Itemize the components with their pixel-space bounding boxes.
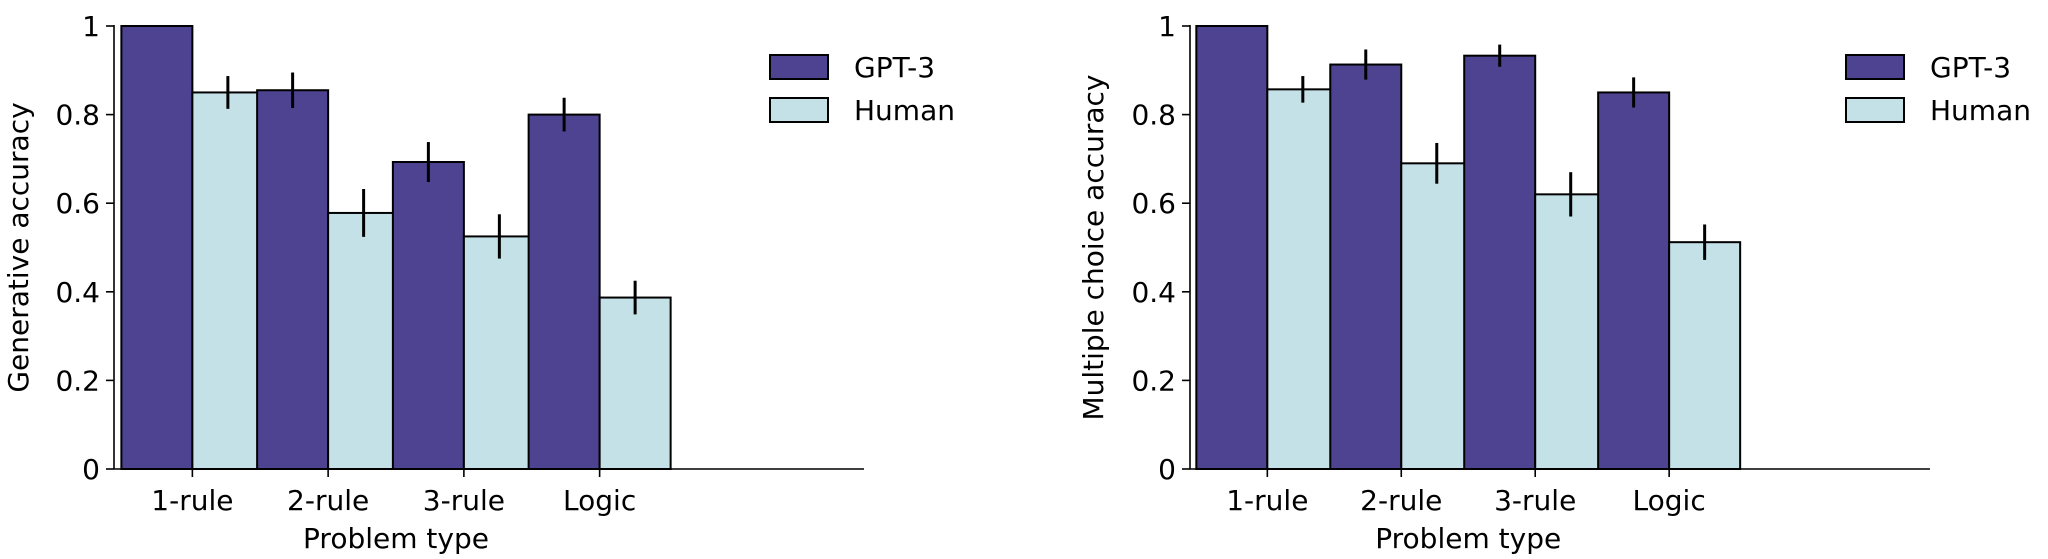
bar-human-3rule <box>1534 193 1608 470</box>
bar-human-logic <box>1668 241 1742 470</box>
y-tick-label: 1 <box>1158 10 1176 43</box>
x-tick-label: Logic <box>563 484 636 517</box>
y-tick-label: 0.8 <box>1131 99 1176 132</box>
x-tick-label: 1-rule <box>1226 484 1308 517</box>
x-axis-label: Problem type <box>303 522 489 555</box>
legend-label: Human <box>854 94 955 127</box>
bar-gpt3-1rule <box>120 25 194 470</box>
x-tick-label: Logic <box>1633 484 1706 517</box>
y-tick-label: 1 <box>82 10 100 43</box>
bar-gpt3-logic <box>527 113 601 470</box>
legend-swatch-gpt3 <box>769 54 829 80</box>
bar-human-2rule <box>327 211 401 470</box>
bar-gpt3-logic <box>1597 91 1671 470</box>
x-tick-label: 2-rule <box>287 484 369 517</box>
multiple-choice-accuracy-chart: 0 0.2 0.4 0.6 0.8 1 1-rule 2-rule 3-rule Logic Pro… <box>1077 10 2031 555</box>
y-tick-label: 0.2 <box>1131 364 1176 397</box>
x-tick-label: 1-rule <box>151 484 233 517</box>
bar-gpt3-3rule <box>1463 54 1537 470</box>
bar-human-logic <box>598 296 672 470</box>
y-tick-label: 0.4 <box>55 276 100 309</box>
bar-gpt3-1rule <box>1195 25 1269 470</box>
legend-swatch-human <box>1845 97 1905 123</box>
legend-label: GPT-3 <box>1930 51 2011 84</box>
bar-human-2rule <box>1400 162 1474 471</box>
legend-label: GPT-3 <box>854 51 935 84</box>
y-tick-label: 0 <box>82 453 100 486</box>
legend-swatch-human <box>769 97 829 123</box>
y-tick-label: 0.2 <box>55 364 100 397</box>
y-tick-label: 0 <box>1158 453 1176 486</box>
bar-human-1rule <box>191 91 265 470</box>
legend: GPT-3 Human <box>1845 51 2031 127</box>
y-axis-label: Generative accuracy <box>2 102 35 392</box>
y-tick-label: 0.4 <box>1131 276 1176 309</box>
y-tick-label: 0.8 <box>55 99 100 132</box>
bar-human-3rule <box>462 235 536 470</box>
generative-accuracy-chart: 0 0.2 0.4 0.6 0.8 1 1-rule 2-rule 3-rule Logic Pro… <box>2 10 955 555</box>
x-tick-label: 3-rule <box>1494 484 1576 517</box>
x-tick-label: 3-rule <box>423 484 505 517</box>
y-axis-label: Multiple choice accuracy <box>1077 74 1110 420</box>
bar-human-1rule <box>1266 88 1340 470</box>
bar-gpt3-2rule <box>1329 63 1403 471</box>
bar-gpt3-3rule <box>391 161 465 470</box>
bar-gpt3-2rule <box>256 89 330 471</box>
y-tick-label: 0.6 <box>1131 187 1176 220</box>
legend-label: Human <box>1930 94 2031 127</box>
legend-swatch-gpt3 <box>1845 54 1905 80</box>
x-tick-label: 2-rule <box>1360 484 1442 517</box>
x-axis-label: Problem type <box>1375 522 1561 555</box>
y-tick-label: 0.6 <box>55 187 100 220</box>
legend: GPT-3 Human <box>769 51 955 127</box>
